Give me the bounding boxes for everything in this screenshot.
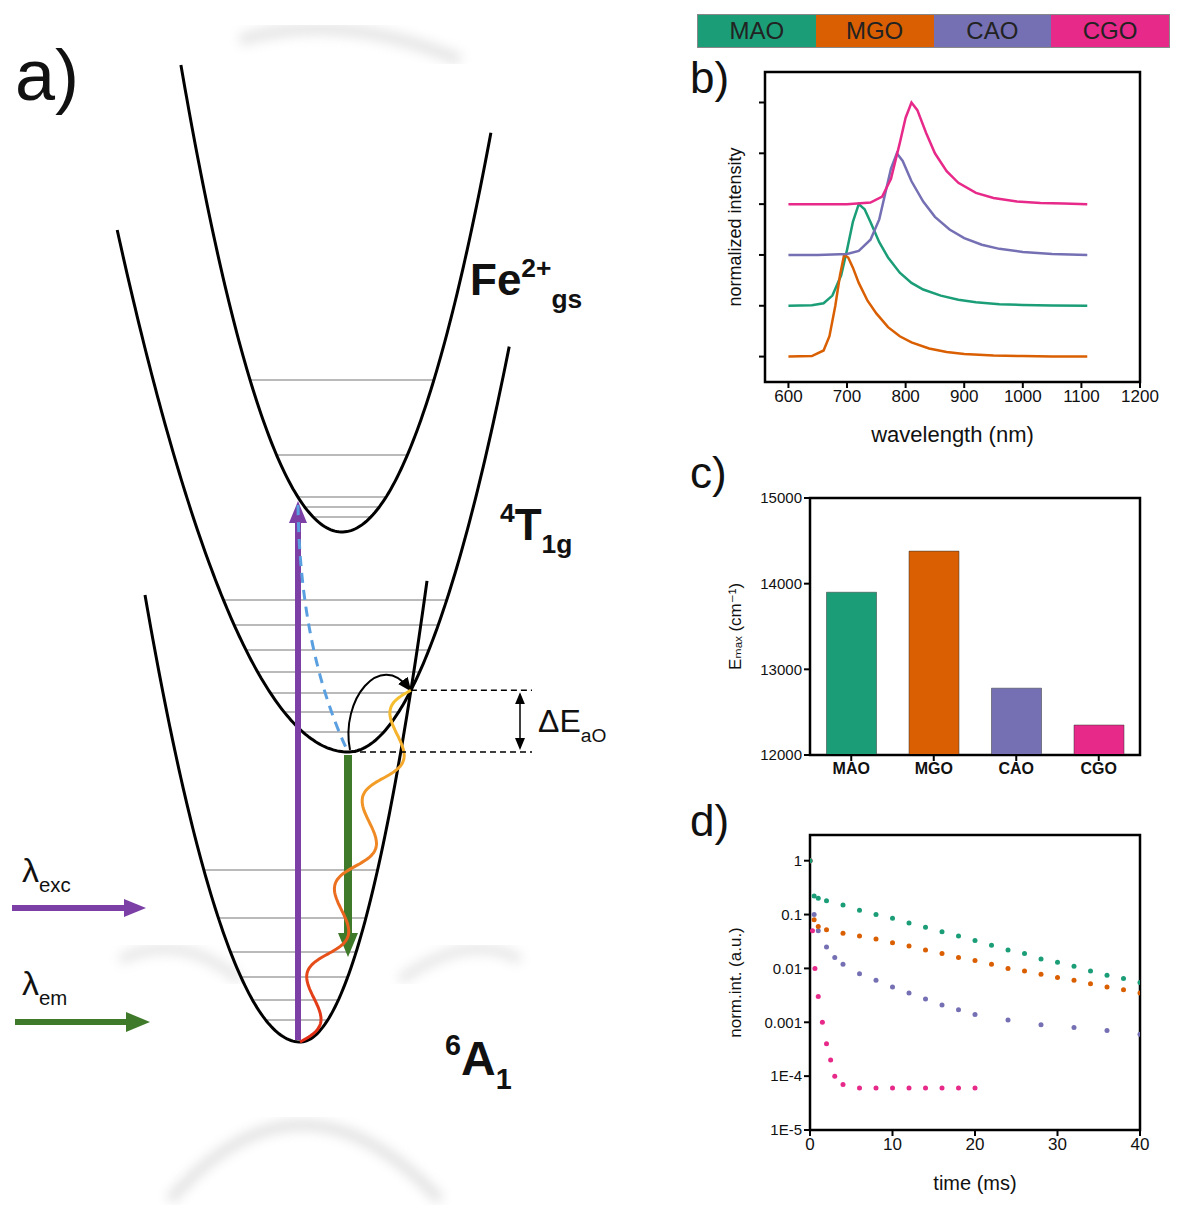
svg-text:30: 30 (1048, 1135, 1067, 1154)
svg-text:10: 10 (883, 1135, 902, 1154)
svg-text:4T1g: 4T1g (500, 498, 572, 560)
svg-text:MGO: MGO (915, 760, 953, 777)
svg-text:Fe2+gs: Fe2+gs (470, 253, 582, 315)
svg-text:0.001: 0.001 (764, 1014, 802, 1031)
svg-text:1E-5: 1E-5 (770, 1121, 802, 1138)
svg-text:1E-4: 1E-4 (770, 1067, 802, 1084)
svg-text:wavelength (nm): wavelength (nm) (870, 422, 1034, 447)
html-text:b): b) (690, 53, 730, 102)
svg-text:1100: 1100 (1063, 387, 1100, 406)
svg-text:ΔEaO: ΔEaO (538, 703, 606, 746)
svg-text:1: 1 (794, 852, 802, 869)
svg-text:MAO: MAO (833, 760, 870, 777)
html-text:d): d) (690, 796, 730, 845)
svg-text:0.01: 0.01 (773, 960, 802, 977)
svg-text:13000: 13000 (760, 661, 802, 678)
svg-text:900: 900 (950, 387, 978, 406)
svg-text:1200: 1200 (1121, 387, 1159, 406)
svg-text:800: 800 (891, 387, 919, 406)
svg-text:14000: 14000 (760, 575, 802, 592)
svg-text:1000: 1000 (1004, 387, 1042, 406)
svg-text:40: 40 (1131, 1135, 1150, 1154)
svg-text:CAO: CAO (998, 760, 1034, 777)
svg-text:Eₘₐₓ (cm⁻¹): Eₘₐₓ (cm⁻¹) (726, 583, 745, 670)
html-text:c): c) (690, 448, 727, 497)
svg-text:a): a) (15, 35, 79, 115)
svg-text:600: 600 (774, 387, 802, 406)
svg-text:norm.int. (a.u.): norm.int. (a.u.) (726, 927, 745, 1038)
svg-text:normalized intensity: normalized intensity (725, 147, 745, 306)
html-text:MGO: MGO (846, 17, 904, 44)
svg-text:15000: 15000 (760, 489, 802, 506)
svg-text:0: 0 (805, 1135, 814, 1154)
html-text:MAO: MAO (729, 17, 785, 44)
svg-text:CGO: CGO (1081, 760, 1117, 777)
svg-text:λexc: λexc (22, 851, 71, 896)
svg-text:λem: λem (22, 964, 67, 1009)
svg-text:0.1: 0.1 (781, 906, 802, 923)
svg-text:6A1: 6A1 (445, 1029, 512, 1096)
svg-text:12000: 12000 (760, 746, 802, 763)
svg-text:700: 700 (833, 387, 861, 406)
svg-text:20: 20 (966, 1135, 985, 1154)
svg-text:time (ms): time (ms) (933, 1172, 1016, 1194)
html-text:CAO: CAO (966, 17, 1019, 44)
html-text:CGO: CGO (1082, 17, 1138, 44)
